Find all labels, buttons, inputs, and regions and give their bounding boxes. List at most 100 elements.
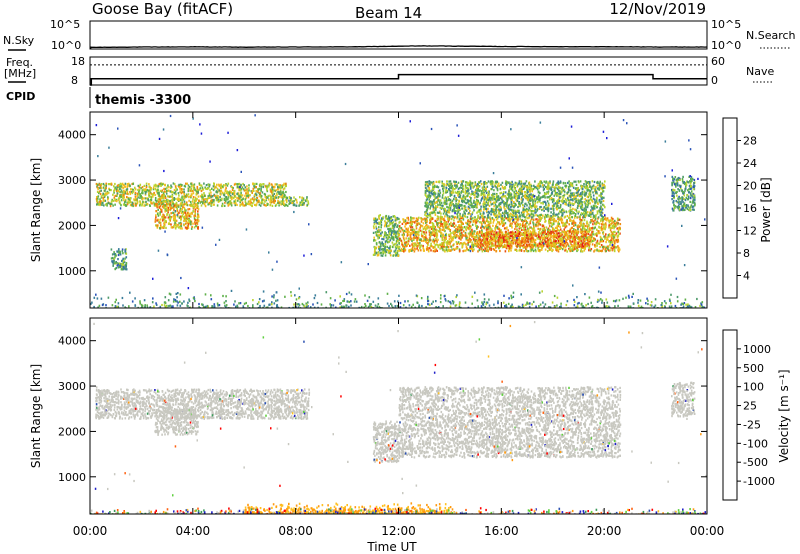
power-cell bbox=[468, 182, 471, 185]
power-cell bbox=[577, 241, 580, 244]
power-cell bbox=[150, 200, 152, 203]
power-cell bbox=[400, 239, 403, 242]
power-cell bbox=[529, 221, 531, 224]
power-cell bbox=[396, 216, 398, 220]
power-cell bbox=[196, 206, 199, 209]
power-cell bbox=[452, 231, 454, 235]
power-cell bbox=[591, 230, 593, 233]
power-cell bbox=[577, 248, 579, 252]
power-cell bbox=[124, 248, 126, 251]
power-cell bbox=[513, 220, 515, 223]
power-cell bbox=[435, 220, 438, 223]
power-cell bbox=[581, 197, 584, 200]
power-cell bbox=[445, 248, 448, 251]
power-cell bbox=[241, 198, 243, 201]
power-cell bbox=[585, 237, 588, 240]
power-cell bbox=[601, 249, 604, 252]
power-cell bbox=[423, 217, 426, 220]
power-cell bbox=[407, 227, 410, 230]
power-cell bbox=[518, 236, 520, 239]
power-cell bbox=[577, 226, 579, 229]
power-cell bbox=[399, 249, 402, 252]
power-cell bbox=[380, 220, 382, 223]
power-cell bbox=[124, 263, 127, 266]
power-cell bbox=[184, 211, 186, 214]
power-cell bbox=[607, 246, 610, 249]
power-cell bbox=[179, 199, 182, 202]
power-cell bbox=[114, 268, 116, 271]
power-cell bbox=[121, 268, 124, 271]
power-cell bbox=[567, 244, 570, 247]
power-cell bbox=[108, 188, 111, 191]
power-cell bbox=[189, 219, 191, 222]
power-cell bbox=[485, 219, 488, 223]
power-cell bbox=[522, 237, 524, 240]
power-cell bbox=[263, 204, 266, 207]
power-cell bbox=[104, 189, 106, 192]
power-cell bbox=[422, 249, 425, 252]
power-cell bbox=[443, 219, 445, 222]
power-cell bbox=[168, 222, 171, 226]
power-cell bbox=[123, 199, 125, 202]
power-cell bbox=[156, 219, 158, 222]
power-cell bbox=[142, 192, 144, 195]
power-cell bbox=[569, 239, 571, 242]
power-cell bbox=[459, 249, 461, 252]
power-cell bbox=[432, 223, 435, 226]
power-cell bbox=[548, 241, 550, 244]
power-cell bbox=[496, 186, 499, 189]
power-cell bbox=[174, 221, 176, 224]
power-cell bbox=[252, 182, 254, 185]
power-cell bbox=[274, 204, 277, 207]
power-cell bbox=[559, 234, 561, 237]
power-cell bbox=[402, 218, 404, 221]
power-cell bbox=[410, 216, 412, 219]
power-cell bbox=[440, 246, 443, 249]
power-cell bbox=[536, 236, 538, 239]
power-cell bbox=[398, 225, 401, 228]
power-cell bbox=[480, 234, 483, 237]
power-cell bbox=[375, 246, 377, 249]
power-cell bbox=[173, 197, 176, 200]
power-cell bbox=[461, 226, 464, 229]
power-cell bbox=[113, 196, 116, 199]
power-cell bbox=[505, 230, 507, 233]
power-cell bbox=[231, 197, 233, 200]
power-cell bbox=[587, 230, 589, 233]
power-cell bbox=[568, 223, 570, 226]
power-cell bbox=[284, 204, 286, 207]
power-cell bbox=[406, 221, 408, 225]
power-cell bbox=[170, 216, 173, 219]
power-cell bbox=[266, 190, 269, 193]
power-cell bbox=[237, 183, 240, 186]
power-cell bbox=[234, 200, 237, 203]
cpid-value: themis -3300 bbox=[95, 93, 191, 108]
power-cell bbox=[548, 222, 551, 225]
power-cell bbox=[190, 212, 192, 215]
power-cell bbox=[388, 240, 390, 243]
power-cell bbox=[208, 201, 211, 204]
power-cell bbox=[520, 232, 522, 235]
power-cell bbox=[607, 234, 610, 237]
power-cell bbox=[600, 229, 603, 232]
power-cell bbox=[387, 215, 390, 218]
power-cell bbox=[571, 240, 574, 243]
power-cell bbox=[430, 225, 432, 229]
power-cell bbox=[556, 232, 558, 235]
power-cell bbox=[406, 233, 409, 236]
power-cell bbox=[183, 217, 186, 220]
power-cell bbox=[150, 201, 152, 204]
power-cell bbox=[447, 242, 449, 245]
power-cell bbox=[121, 194, 123, 198]
power-cell bbox=[375, 219, 378, 223]
power-cell bbox=[186, 226, 188, 229]
power-cell bbox=[378, 221, 380, 224]
power-cell bbox=[585, 229, 588, 232]
power-cell bbox=[152, 186, 155, 189]
power-cell bbox=[244, 186, 247, 189]
power-cell bbox=[253, 184, 255, 187]
power-cell bbox=[159, 224, 162, 227]
power-cell bbox=[283, 194, 285, 198]
power-cell bbox=[118, 252, 120, 255]
power-cell bbox=[550, 235, 552, 238]
